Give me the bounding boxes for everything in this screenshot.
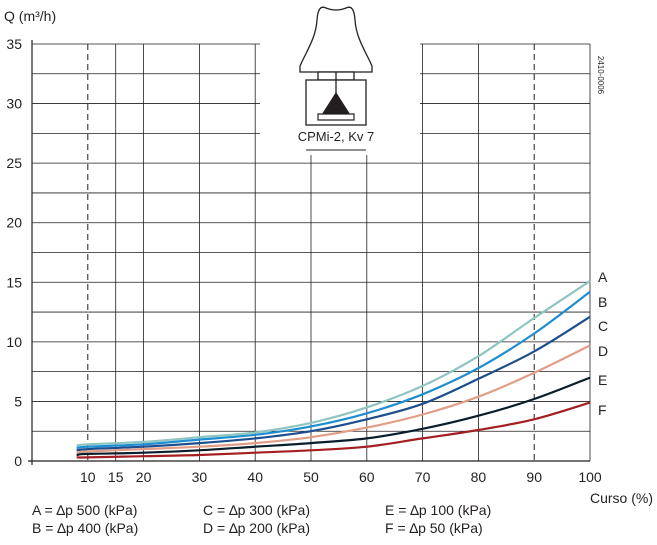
legend-item-f: F = ∆p 50 (kPa) [385,520,483,536]
legend-item-c: C = ∆p 300 (kPa) [203,502,311,518]
x-tick-label: 80 [471,469,487,485]
y-tick-label: 30 [6,96,22,112]
y-tick-label: 5 [14,393,22,409]
series-label-e: E [598,372,607,388]
y-tick-label: 0 [14,453,22,469]
series-line-d [76,344,591,454]
x-tick-label: 20 [136,469,152,485]
tick-labels: 0 5 10 15 20 25 30 35 10 15 20 30 40 50 60 70 80 90 100 [6,36,601,485]
series-label-f: F [598,402,607,418]
series-label-c: C [598,318,608,334]
legend-item-e: E = ∆p 100 (kPa) [385,502,492,518]
y-tick-label: 35 [6,36,22,52]
x-tick-label: 90 [526,469,542,485]
legend-item-b: B = ∆p 400 (kPa) [32,520,139,536]
series-line-b [76,290,591,449]
x-tick-label: 30 [192,469,208,485]
y-tick-label: 15 [6,274,22,290]
valve-icon [299,6,373,73]
x-axis-label: Curso (%) [590,490,653,506]
y-tick-label: 20 [6,215,22,231]
x-tick-label: 40 [247,469,263,485]
x-tick-label: 60 [359,469,375,485]
series-line-e [76,376,591,457]
series-line-a [76,280,591,447]
valve-inset: CPMi-2, Kv 7 [260,0,420,155]
figure-code: 2410-0006 [596,56,605,95]
legend-item-a: A = ∆p 500 (kPa) [32,502,138,518]
legend-item-d: D = ∆p 200 (kPa) [203,520,311,536]
x-tick-label: 70 [415,469,431,485]
x-tick-label: 100 [578,469,602,485]
series-line-f [76,401,591,459]
series-label-a: A [598,269,608,285]
series-line-c [76,315,591,452]
series-label-b: B [598,294,607,310]
series-label-d: D [598,343,608,359]
axes [28,40,590,465]
y-tick-label: 10 [6,334,22,350]
y-tick-label: 25 [6,155,22,171]
x-tick-label: 15 [108,469,124,485]
x-tick-label: 50 [303,469,319,485]
series-lines [76,280,591,459]
x-tick-label: 10 [80,469,96,485]
y-axis-label: Q (m³/h) [4,8,56,24]
inset-label: CPMi-2, Kv 7 [298,129,375,144]
